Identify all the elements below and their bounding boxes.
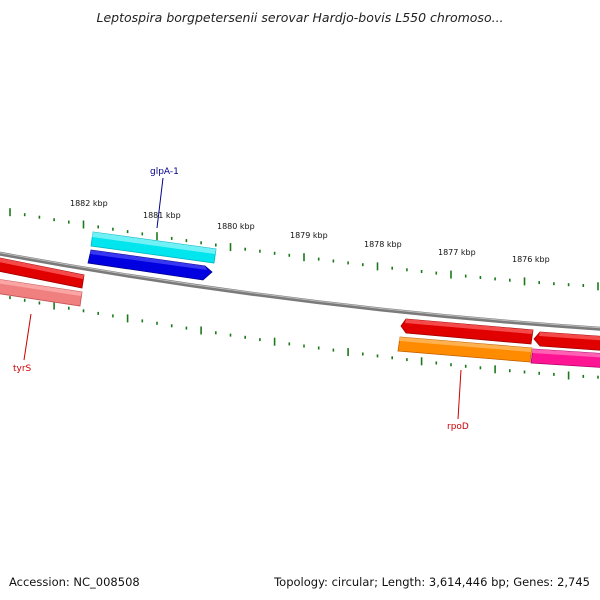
tick-label-1876: 1876 kbp	[512, 255, 550, 264]
tick-label-1882: 1882 kbp	[70, 199, 108, 208]
gene-label-glpA-1[interactable]: glpA-1	[150, 167, 179, 177]
tick-label-1880: 1880 kbp	[217, 222, 255, 231]
tick-label-1879: 1879 kbp	[290, 231, 328, 240]
outer-tick-row	[9, 208, 599, 291]
rpoD-connector	[457, 369, 462, 420]
genome-backbone	[0, 251, 600, 331]
inner-tick-row	[9, 296, 599, 380]
map-title: Leptospira borgpetersenii serovar Hardjo…	[96, 10, 504, 25]
gene-label-rpoD[interactable]: rpoD	[447, 422, 469, 432]
tick-label-1881: 1881 kbp	[143, 211, 181, 220]
accession-label: Accession: NC_008508	[9, 575, 140, 589]
tick-label-1878: 1878 kbp	[364, 240, 402, 249]
tyrS-connector	[23, 313, 32, 361]
glpA-1-connector	[156, 177, 164, 229]
tick-label-1877: 1877 kbp	[438, 248, 476, 257]
genome-summary: Topology: circular; Length: 3,614,446 bp…	[274, 575, 590, 589]
gene-label-tyrS[interactable]: tyrS	[13, 364, 32, 374]
